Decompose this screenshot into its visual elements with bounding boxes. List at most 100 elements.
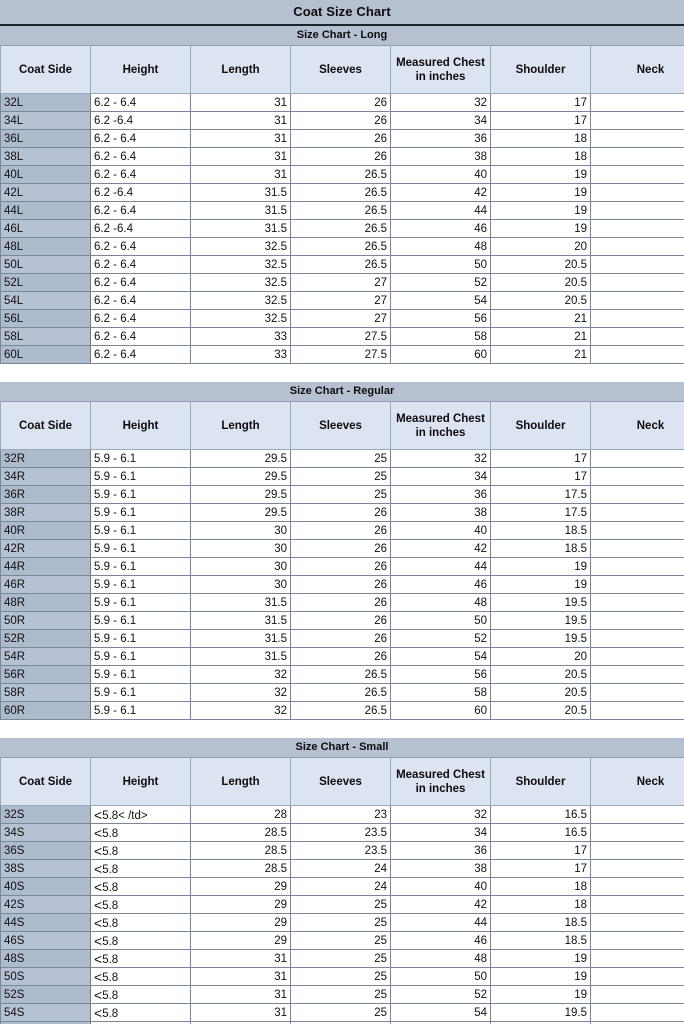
height-cell: <5.8 xyxy=(90,931,191,950)
measurement-cell: 14.5 xyxy=(590,823,684,842)
measurement-cell: 26 xyxy=(290,629,391,648)
coat-size-cell: 44S xyxy=(0,913,91,932)
measurement-cell: 17 xyxy=(490,841,591,860)
measurement-cell: 27.5 xyxy=(290,345,391,364)
column-header-sleeves: Sleeves xyxy=(290,758,391,806)
height-cell: <5.8 xyxy=(90,877,191,896)
measurement-cell: 46 xyxy=(390,219,491,238)
measurement-cell: 16.5 xyxy=(490,823,591,842)
column-header-line: in inches xyxy=(415,782,466,795)
measurement-cell: 44 xyxy=(390,913,491,932)
coat-size-cell: 38L xyxy=(0,147,91,166)
column-header-length: Length xyxy=(190,758,291,806)
measurement-cell: 19.5 xyxy=(590,683,684,702)
coat-size-cell: 40R xyxy=(0,521,91,540)
coat-size-cell: 34L xyxy=(0,111,91,130)
column-header-line: in inches xyxy=(415,426,466,439)
measurement-cell: 20.5 xyxy=(490,291,591,310)
column-header-coat-side: Coat Side xyxy=(0,758,91,806)
measurement-cell: 32.5 xyxy=(190,237,291,256)
measurement-cell: 29 xyxy=(190,895,291,914)
measurement-cell: 40 xyxy=(390,165,491,184)
measurement-cell: 31.5 xyxy=(190,183,291,202)
measurement-cell: 26 xyxy=(290,129,391,148)
measurement-cell: 18.5 xyxy=(590,985,684,1004)
measurement-cell: 31.5 xyxy=(190,593,291,612)
measurement-cell: 31.5 xyxy=(190,611,291,630)
measurement-cell: 18 xyxy=(590,593,684,612)
measurement-cell: 27 xyxy=(290,273,391,292)
measurement-cell: 31.5 xyxy=(190,629,291,648)
coat-size-cell: 48L xyxy=(0,237,91,256)
measurement-cell: 34 xyxy=(390,111,491,130)
table-header-row: Coat Side Height Length Sleeves Measured Che… xyxy=(0,46,684,94)
measurement-cell: 17 xyxy=(490,111,591,130)
measurement-cell: 19 xyxy=(490,985,591,1004)
measurement-cell: 54 xyxy=(390,291,491,310)
column-header-measured-chest-in-inches: Measured Chest in inches xyxy=(390,402,491,450)
measurement-cell: 19 xyxy=(490,183,591,202)
column-header-line: Coat Side xyxy=(18,775,73,788)
coat-size-cell: 44R xyxy=(0,557,91,576)
measurement-cell: 31 xyxy=(190,147,291,166)
measurement-cell: 26 xyxy=(290,539,391,558)
column-header-shoulder: Shoulder xyxy=(490,758,591,806)
measurement-cell: 40 xyxy=(390,521,491,540)
height-cell: 5.9 - 6.1 xyxy=(90,629,191,648)
measurement-cell: 18.5 xyxy=(590,273,684,292)
coat-size-cell: 40L xyxy=(0,165,91,184)
measurement-cell: 26 xyxy=(290,521,391,540)
coat-size-cell: 46L xyxy=(0,219,91,238)
measurement-cell: 17.5 xyxy=(590,575,684,594)
size-table-block: Size Chart - Long Coat Side Height Length Sl… xyxy=(0,26,684,364)
height-cell: 6.2 - 6.4 xyxy=(90,273,191,292)
measurement-cell: 18 xyxy=(590,611,684,630)
measurement-cell: 19.5 xyxy=(490,611,591,630)
measurement-cell: 17 xyxy=(490,449,591,468)
table-row: 38S<5.828.524381715.5 xyxy=(0,859,684,878)
measurement-cell: 19.5 xyxy=(590,327,684,346)
height-cell: 5.9 - 6.1 xyxy=(90,539,191,558)
height-cell: 6.2 -6.4 xyxy=(90,183,191,202)
height-cell: 5.9 - 6.1 xyxy=(90,467,191,486)
coat-size-cell: 32R xyxy=(0,449,91,468)
measurement-cell: 17.5 xyxy=(590,219,684,238)
measurement-cell: 36 xyxy=(390,841,491,860)
column-header-measured-chest-in-inches: Measured Chest in inches xyxy=(390,46,491,94)
column-header-height: Height xyxy=(90,402,191,450)
measurement-cell: 17.5 xyxy=(590,931,684,950)
coat-size-cell: 42L xyxy=(0,183,91,202)
size-table-block: Size Chart - Small Coat Side Height Length S… xyxy=(0,738,684,1024)
height-cell: <5.8 xyxy=(90,841,191,860)
measurement-cell: 20 xyxy=(490,237,591,256)
column-header-line: Sleeves xyxy=(319,63,362,76)
coat-size-cell: 52S xyxy=(0,985,91,1004)
measurement-cell: 16 xyxy=(590,521,684,540)
measurement-cell: 60 xyxy=(390,701,491,720)
measurement-cell: 32 xyxy=(190,683,291,702)
measurement-cell: 23.5 xyxy=(290,823,391,842)
measurement-cell: 28.5 xyxy=(190,823,291,842)
measurement-cell: 28.5 xyxy=(190,841,291,860)
measurement-cell: 14.5 xyxy=(590,805,684,824)
column-header-coat-side: Coat Side xyxy=(0,402,91,450)
measurement-cell: 60 xyxy=(390,345,491,364)
table-header-row: Coat Side Height Length Sleeves Measured Che… xyxy=(0,402,684,450)
table-caption: Size Chart - Small xyxy=(0,738,684,758)
height-cell: 6.2 - 6.4 xyxy=(90,201,191,220)
